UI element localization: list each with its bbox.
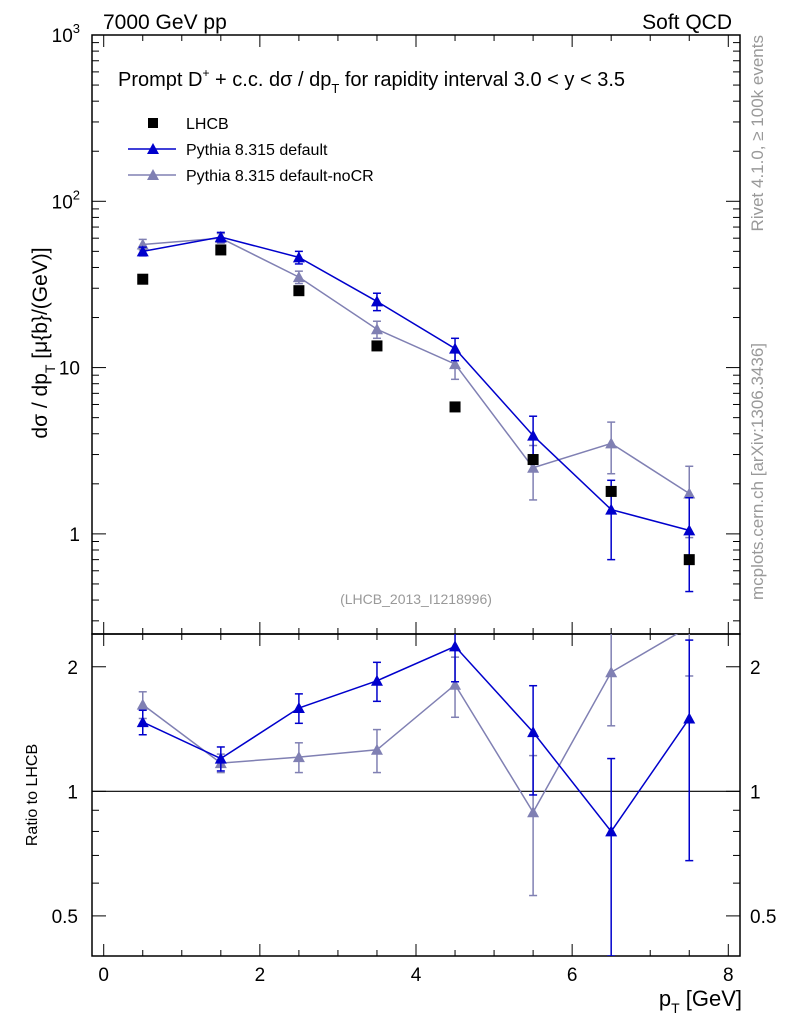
legend-marker-lhcb: [148, 118, 158, 128]
legend-marker-default: [147, 143, 159, 154]
analysis-id-label: (LHCB_2013_I1218996): [340, 591, 492, 607]
lhcb-data-point: [293, 285, 305, 297]
ratio-nocr-line: [142, 634, 679, 814]
legend-label-default: Pythia 8.315 default: [186, 142, 328, 159]
x-tick-label: 6: [567, 965, 578, 986]
ratio-default-point: [605, 825, 618, 837]
ratio-default-point: [370, 674, 383, 686]
source-label: mcplots.cern.ch [arXiv:1306.3436]: [748, 343, 767, 600]
nocr-line: [142, 237, 690, 495]
ratio-default-point: [214, 752, 227, 764]
rivet-version-label: Rivet 4.1.0, ≥ 100k events: [748, 35, 767, 231]
ratio-default-line: [142, 645, 690, 833]
default-point: [683, 524, 696, 536]
category-label: Soft QCD: [642, 11, 732, 34]
x-label-subscript: T: [671, 1000, 680, 1016]
ratio-y-tick-label: 1: [67, 782, 78, 803]
beam-label: 7000 GeV pp: [103, 11, 227, 34]
ratio-nocr-point: [527, 806, 540, 818]
y-label-subscript: T: [42, 364, 58, 373]
y-tick-label: 1: [69, 525, 80, 546]
default-point: [370, 295, 383, 307]
lhcb-data-point: [683, 554, 695, 566]
ratio-y-tick-label-right: 0.5: [750, 907, 776, 928]
title-superscript: +: [202, 66, 209, 80]
y-tick-label: 102: [52, 187, 80, 213]
lhcb-data-point: [527, 454, 539, 466]
nocr-point: [605, 437, 618, 449]
nocr-point: [370, 323, 383, 335]
main-plot-title: Prompt D+ + c.c. dσ / dpT for rapidity i…: [118, 66, 625, 96]
lhcb-data-point: [605, 485, 617, 497]
y-tick-label-base: 1: [69, 525, 80, 546]
nocr-point: [683, 487, 696, 499]
main-plot-data: [136, 230, 696, 593]
y-tick-label: 103: [52, 21, 80, 47]
title-part-b: + c.c. dσ / dp: [209, 69, 331, 91]
ratio-default-point: [683, 712, 696, 724]
x-label-part-a: p: [659, 986, 671, 1011]
ratio-default-point: [136, 716, 149, 728]
lhcb-data-point: [449, 401, 461, 413]
lhcb-data-point: [371, 340, 383, 352]
ratio-nocr-point: [292, 751, 305, 763]
x-tick-label: 2: [255, 965, 266, 986]
ratio-nocr-point: [605, 666, 618, 678]
y-label-part-a: dσ / dp: [29, 373, 52, 439]
nocr-point: [449, 358, 462, 370]
ratio-plot-data: [136, 634, 696, 956]
y-tick-label-base: 10: [52, 192, 73, 213]
ratio-y-tick-label: 0.5: [52, 907, 78, 928]
title-part-c: for rapidity interval 3.0 < y < 3.5: [339, 69, 625, 91]
ratio-default-point: [292, 701, 305, 713]
x-label-part-b: [GeV]: [680, 986, 742, 1011]
default-point: [605, 503, 618, 515]
ratio-nocr-point: [136, 698, 149, 710]
ratio-y-axis-label: Ratio to LHCB: [24, 744, 41, 846]
ratio-nocr-point: [449, 678, 462, 690]
y-tick-label: 10: [59, 359, 80, 380]
default-point: [449, 342, 462, 354]
x-tick-label: 0: [98, 965, 109, 986]
x-axis-label: pT [GeV]: [659, 986, 742, 1016]
nocr-point: [527, 461, 540, 473]
legend: LHCB Pythia 8.315 default Pythia 8.315 d…: [128, 116, 374, 185]
y-label-part-b: [μ{b}/(GeV)]: [29, 247, 52, 364]
default-point: [292, 251, 305, 263]
y-tick-label-exponent: 2: [73, 187, 80, 202]
default-point: [136, 245, 149, 257]
lhcb-data-point: [215, 244, 227, 256]
legend-marker-nocr: [147, 169, 159, 180]
ratio-nocr-point: [370, 743, 383, 755]
ratio-y-tick-label: 2: [67, 658, 78, 679]
default-point: [214, 230, 227, 242]
default-point: [527, 429, 540, 441]
ratio-y-tick-label-right: 1: [750, 782, 761, 803]
y-tick-label-exponent: 3: [73, 21, 80, 36]
ratio-y-tick-label-right: 2: [750, 658, 761, 679]
y-tick-label-base: 10: [52, 26, 73, 47]
lhcb-data-point: [137, 273, 149, 285]
default-line: [142, 236, 690, 532]
legend-label-lhcb: LHCB: [186, 116, 229, 133]
main-y-axis-label: dσ / dpT [μ{b}/(GeV)]: [29, 247, 58, 438]
ratio-default-point: [527, 726, 540, 738]
legend-label-nocr: Pythia 8.315 default-noCR: [186, 168, 374, 185]
title-part-a: Prompt D: [118, 69, 202, 91]
ratio-plot-frame: [91, 633, 741, 957]
nocr-point: [292, 271, 305, 283]
y-tick-label-base: 10: [59, 359, 80, 380]
title-subscript: T: [331, 81, 339, 96]
x-tick-label: 8: [723, 965, 734, 986]
ratio-default-point: [449, 640, 462, 652]
x-tick-label: 4: [411, 965, 422, 986]
